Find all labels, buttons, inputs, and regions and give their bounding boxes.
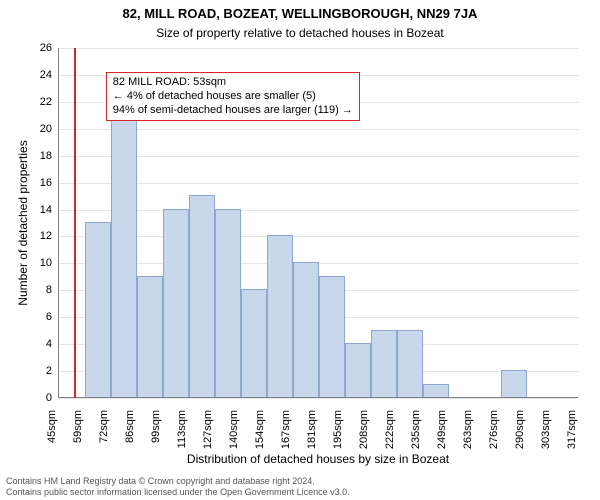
- annotation-line: 94% of semi-detached houses are larger (…: [113, 104, 353, 118]
- histogram-bar: [267, 235, 293, 397]
- x-tick-label: 45sqm: [46, 410, 58, 460]
- y-tick-label: 8: [30, 284, 52, 296]
- x-tick-label: 317sqm: [566, 410, 578, 460]
- histogram-bar: [163, 209, 189, 397]
- y-tick-label: 16: [30, 177, 52, 189]
- x-tick-label: 154sqm: [254, 410, 266, 460]
- x-tick-label: 235sqm: [410, 410, 422, 460]
- histogram-bar: [345, 343, 371, 397]
- chart-subtitle: Size of property relative to detached ho…: [0, 26, 600, 40]
- plot-area: 82 MILL ROAD: 53sqm← 4% of detached hous…: [58, 48, 578, 398]
- histogram-bar: [189, 195, 215, 397]
- x-tick-label: 222sqm: [384, 410, 396, 460]
- y-tick-label: 10: [30, 257, 52, 269]
- gridline: [59, 263, 579, 264]
- x-axis-label: Distribution of detached houses by size …: [58, 452, 578, 466]
- gridline: [59, 48, 579, 49]
- x-tick-label: 167sqm: [280, 410, 292, 460]
- y-tick-label: 14: [30, 204, 52, 216]
- gridline: [59, 183, 579, 184]
- annotation-line: ← 4% of detached houses are smaller (5): [113, 90, 353, 104]
- gridline: [59, 156, 579, 157]
- y-axis-label: Number of detached properties: [16, 48, 30, 398]
- histogram-bar: [319, 276, 345, 397]
- x-tick-label: 263sqm: [462, 410, 474, 460]
- x-tick-label: 99sqm: [150, 410, 162, 460]
- annotation-box: 82 MILL ROAD: 53sqm← 4% of detached hous…: [106, 72, 360, 121]
- x-tick-label: 181sqm: [306, 410, 318, 460]
- footer-attribution: Contains HM Land Registry data © Crown c…: [0, 476, 600, 498]
- gridline: [59, 129, 579, 130]
- histogram-bar: [501, 370, 527, 397]
- histogram-bar: [111, 101, 137, 397]
- x-tick-label: 86sqm: [124, 410, 136, 460]
- x-tick-label: 290sqm: [514, 410, 526, 460]
- histogram-bar: [137, 276, 163, 397]
- y-tick-label: 26: [30, 42, 52, 54]
- histogram-bar: [397, 330, 423, 397]
- histogram-bar: [293, 262, 319, 397]
- y-tick-label: 12: [30, 230, 52, 242]
- x-tick-label: 113sqm: [176, 410, 188, 460]
- histogram-bar: [215, 209, 241, 397]
- y-tick-label: 24: [30, 69, 52, 81]
- annotation-line: 82 MILL ROAD: 53sqm: [113, 76, 353, 90]
- chart-title-address: 82, MILL ROAD, BOZEAT, WELLINGBOROUGH, N…: [0, 6, 600, 21]
- y-tick-label: 4: [30, 338, 52, 350]
- x-tick-label: 140sqm: [228, 410, 240, 460]
- x-tick-label: 249sqm: [436, 410, 448, 460]
- x-tick-label: 195sqm: [332, 410, 344, 460]
- y-tick-label: 6: [30, 311, 52, 323]
- histogram-bar: [371, 330, 397, 397]
- x-tick-label: 127sqm: [202, 410, 214, 460]
- y-tick-label: 22: [30, 96, 52, 108]
- y-tick-label: 2: [30, 365, 52, 377]
- gridline: [59, 398, 579, 399]
- histogram-bar: [241, 289, 267, 397]
- y-tick-label: 0: [30, 392, 52, 404]
- marker-line: [74, 48, 76, 398]
- x-tick-label: 72sqm: [98, 410, 110, 460]
- gridline: [59, 210, 579, 211]
- footer-line2: Contains public sector information licen…: [6, 487, 594, 498]
- x-tick-label: 208sqm: [358, 410, 370, 460]
- y-tick-label: 20: [30, 123, 52, 135]
- histogram-bar: [423, 384, 449, 397]
- x-tick-label: 303sqm: [540, 410, 552, 460]
- gridline: [59, 236, 579, 237]
- chart-container: 82, MILL ROAD, BOZEAT, WELLINGBOROUGH, N…: [0, 0, 600, 500]
- histogram-bar: [85, 222, 111, 397]
- y-tick-label: 18: [30, 150, 52, 162]
- footer-line1: Contains HM Land Registry data © Crown c…: [6, 476, 594, 487]
- x-tick-label: 276sqm: [488, 410, 500, 460]
- x-tick-label: 59sqm: [72, 410, 84, 460]
